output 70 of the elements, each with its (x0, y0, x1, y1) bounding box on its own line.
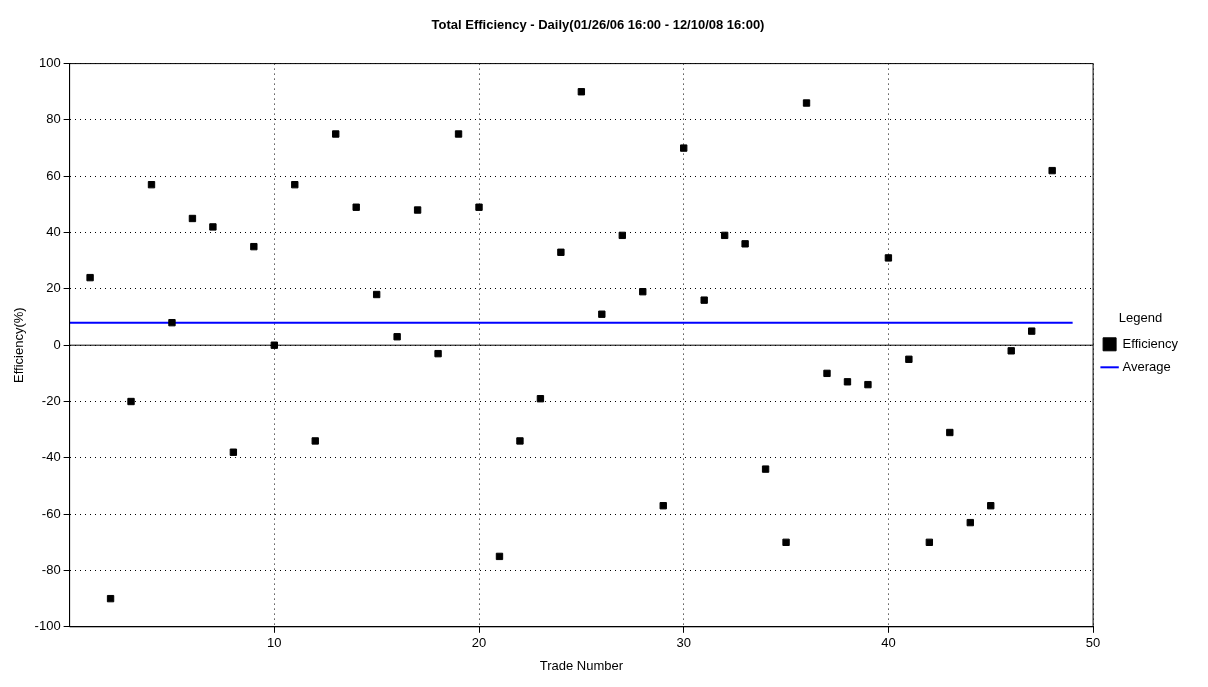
point (823, 369, 831, 378)
point (761, 465, 770, 473)
y-tick-label: 60 (46, 167, 61, 183)
y-tick-label: 0 (53, 336, 61, 352)
point (393, 333, 401, 341)
point (434, 349, 442, 358)
legend-label: Average (1122, 358, 1171, 374)
y-tick-label: -80 (41, 562, 61, 578)
point (270, 341, 278, 349)
legend-title: Legend (1118, 310, 1163, 326)
point (639, 288, 647, 296)
point (168, 318, 176, 327)
point (1007, 347, 1015, 355)
point (925, 538, 934, 546)
point (291, 181, 299, 189)
point (598, 310, 606, 318)
point (884, 254, 893, 262)
x-tick-label: 10 (267, 635, 282, 651)
y-tick-label: 80 (46, 111, 61, 127)
y-tick-label: -40 (41, 449, 61, 465)
x-tick-label: 20 (471, 635, 487, 651)
point (557, 248, 565, 256)
chart-title: Total Efficiency - Daily(01/26/06 16:00 - 12/10/08 16:00) (431, 17, 765, 33)
point (352, 203, 360, 211)
point (802, 99, 811, 107)
x-tick-label: 50 (1085, 635, 1101, 651)
point (229, 448, 238, 456)
point (966, 518, 974, 527)
point (516, 437, 524, 445)
x-tick-label: 30 (676, 635, 691, 651)
point (987, 502, 995, 510)
y-axis-title: Efficiency(%) (11, 307, 27, 384)
point (864, 380, 872, 389)
point (86, 273, 94, 282)
point (454, 130, 463, 138)
y-tick-label: 40 (46, 224, 61, 240)
point (577, 88, 586, 96)
point (250, 242, 258, 251)
point (1028, 327, 1036, 335)
x-tick-label: 40 (881, 635, 896, 651)
point (495, 552, 504, 561)
point (618, 231, 626, 240)
point (536, 395, 545, 403)
point (905, 355, 913, 363)
point (1048, 166, 1056, 175)
point (700, 296, 708, 304)
point (843, 378, 852, 386)
x-axis-title: Trade Number (539, 657, 624, 673)
legend-label: Efficiency (1122, 335, 1179, 351)
point (127, 397, 135, 406)
y-tick-label: -100 (34, 618, 61, 634)
point (475, 203, 483, 211)
point (372, 290, 381, 299)
point (946, 428, 954, 437)
point (720, 231, 729, 240)
y-tick-label: -20 (41, 393, 61, 409)
point (782, 538, 790, 546)
y-tick-label: 100 (38, 55, 61, 71)
point (413, 206, 422, 214)
point (741, 240, 749, 248)
point (659, 502, 667, 510)
point (188, 214, 197, 223)
y-tick-label: 20 (46, 280, 61, 296)
point (147, 181, 156, 189)
point (209, 223, 217, 231)
point (680, 144, 688, 152)
point (106, 594, 115, 603)
y-tick-label: -60 (41, 505, 61, 521)
point (332, 130, 340, 138)
point (311, 437, 319, 445)
